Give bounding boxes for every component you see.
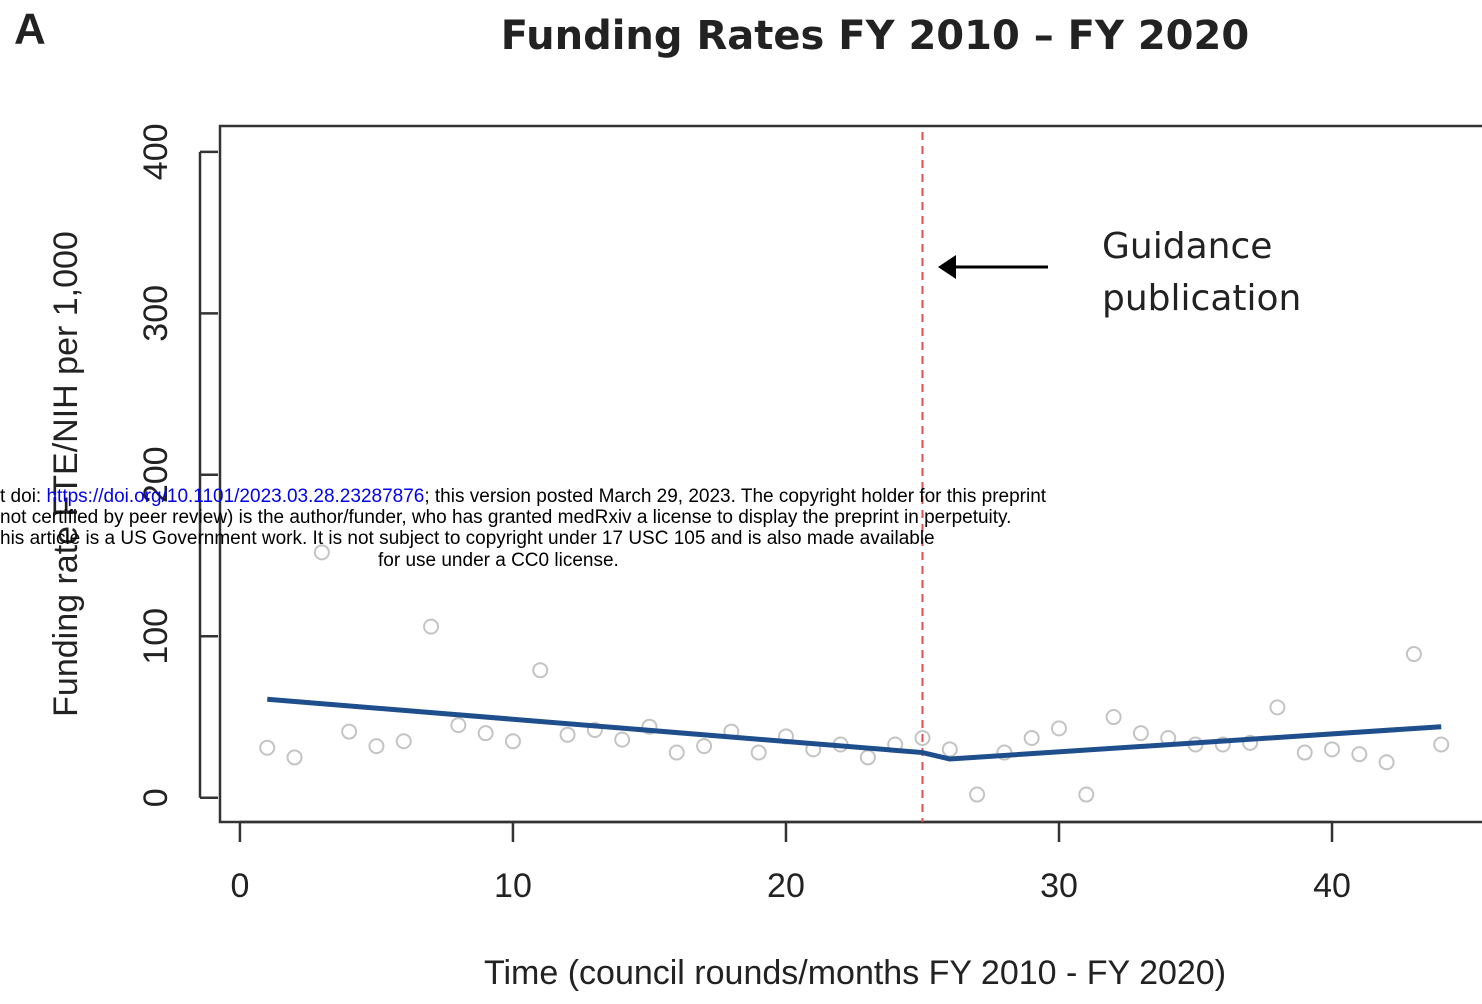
x-tick-label: 10 — [494, 867, 532, 905]
data-point — [450, 717, 467, 734]
data-point — [586, 721, 603, 738]
data-point — [286, 749, 303, 766]
annotation: publication — [1102, 278, 1301, 319]
data-point — [1078, 786, 1095, 803]
x-tick-label: 0 — [230, 867, 249, 905]
data-point — [368, 738, 385, 755]
y-axis-label: Funding rate FTE/NIH per 1,000 — [47, 231, 85, 717]
data-point — [750, 744, 767, 761]
x-tick-label: 40 — [1313, 867, 1351, 905]
data-point — [1433, 736, 1450, 753]
plot-frame — [218, 124, 1482, 824]
data-point — [1296, 744, 1313, 761]
trend-line — [267, 696, 1442, 762]
x-axis-label: Time (council rounds/months FY 2010 - FY… — [484, 954, 1226, 992]
data-point — [1050, 720, 1067, 737]
data-point — [477, 725, 494, 742]
data-point — [641, 718, 658, 735]
watermark-line: for use under a CC0 license. — [378, 550, 619, 571]
arrow-head — [938, 255, 956, 279]
data-point — [1351, 746, 1368, 763]
data-point — [1242, 734, 1259, 751]
data-point — [559, 726, 576, 743]
data-point — [1132, 725, 1149, 742]
data-point — [341, 723, 358, 740]
y-tick-label: 100 — [137, 608, 175, 665]
watermark-line: his article is a US Government work. It … — [0, 528, 935, 549]
x-tick-label: 30 — [1040, 867, 1078, 905]
data-point — [259, 739, 276, 756]
data-point — [532, 662, 549, 679]
data-point — [1023, 730, 1040, 747]
watermark-text: t doi: — [0, 486, 47, 507]
y-tick-label: 0 — [137, 788, 175, 807]
data-point — [395, 733, 412, 750]
data-point — [1269, 699, 1286, 716]
data-point — [1214, 736, 1231, 753]
data-point — [1324, 741, 1341, 758]
data-point — [1105, 709, 1122, 726]
data-point — [1378, 754, 1395, 771]
watermark-text: ; this version posted March 29, 2023. Th… — [424, 486, 1047, 507]
doi-link[interactable]: https://doi.org/10.1101/2023.03.28.23287… — [46, 486, 425, 507]
y-tick-label: 300 — [137, 285, 175, 342]
data-point — [313, 544, 330, 561]
annotation: Guidance — [1102, 226, 1272, 267]
data-point — [1405, 646, 1422, 663]
data-point — [668, 744, 685, 761]
x-tick-label: 20 — [767, 867, 805, 905]
watermark-line: t doi: https://doi.org/10.1101/2023.03.2… — [0, 486, 1046, 507]
data-point — [941, 741, 958, 758]
panel-label: A — [14, 5, 46, 54]
y-tick-label: 200 — [137, 446, 175, 503]
data-point — [859, 749, 876, 766]
data-point — [696, 738, 713, 755]
chart-title: Funding Rates FY 2010 – FY 2020 — [501, 13, 1249, 59]
data-point — [423, 618, 440, 635]
data-point — [914, 730, 931, 747]
data-point — [614, 731, 631, 748]
watermark-line: not certified by peer review) is the aut… — [0, 507, 1012, 528]
y-tick-label: 400 — [137, 123, 175, 180]
data-point — [969, 786, 986, 803]
data-point — [504, 733, 521, 750]
